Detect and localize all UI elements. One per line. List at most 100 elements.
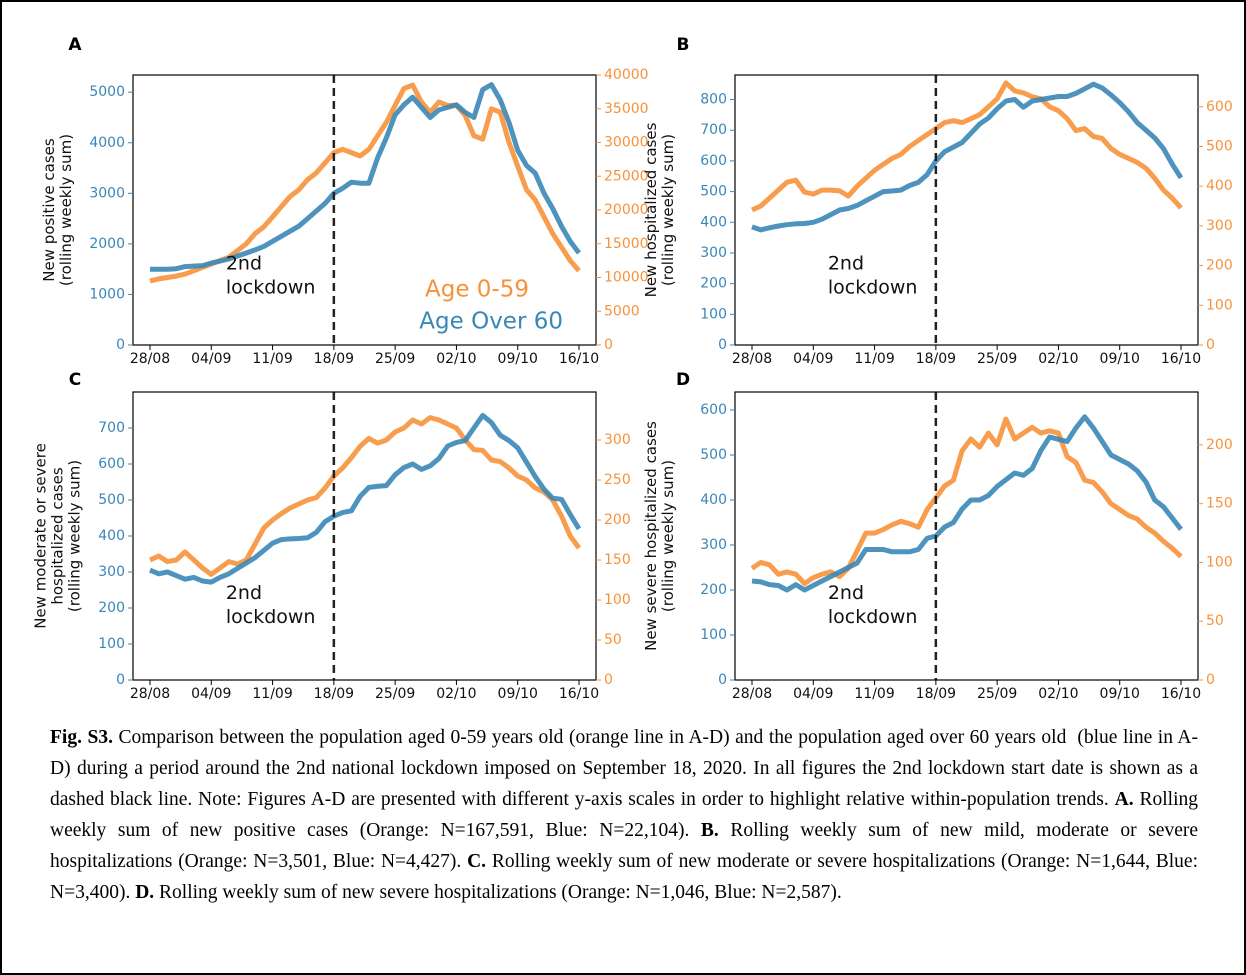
y-tick-label: 100 [98,636,125,652]
caption-text: Rolling weekly sum of new moderate or se… [50,851,1203,903]
y-tick-label: 600 [700,153,727,169]
y-tick-label: 1000 [89,286,125,302]
x-tick-label: 04/09 [191,686,231,702]
y-tick-label: 0 [116,672,125,688]
y-tick-label: 500 [700,184,727,200]
annotation: lockdown [828,606,918,628]
y2-tick-label: 10000 [604,270,649,286]
annotation: 2nd [828,582,864,604]
y-axis-label: New moderate or severe [32,443,50,629]
caption-text: A. [1114,789,1134,810]
x-tick-label: 25/09 [375,686,415,702]
x-tick-label: 18/09 [916,686,956,702]
y-tick-label: 200 [700,276,727,292]
y-tick-label: 300 [98,564,125,580]
y2-tick-label: 300 [1206,218,1233,234]
y-tick-label: 3000 [89,185,125,201]
y-tick-label: 500 [98,492,125,508]
caption-text: Fig. S3. [50,727,113,748]
y2-tick-label: 0 [604,337,613,353]
series-line [148,415,582,577]
y-axis-label: New positive cases [40,138,58,282]
annotation: 2nd [828,253,864,275]
y2-tick-label: 500 [1206,138,1233,154]
y2-tick-label: 400 [1206,178,1233,194]
y2-tick-label: 300 [604,432,631,448]
y2-tick-label: 0 [604,672,613,688]
y-axis-label: hospitalized cases [49,467,67,604]
y2-tick-label: 15000 [604,236,649,252]
y2-tick-label: 40000 [604,67,649,83]
x-tick-label: 02/10 [1038,686,1078,702]
x-tick-label: 18/09 [916,351,956,367]
y-tick-label: 700 [98,420,125,436]
y2-tick-label: 100 [1206,554,1233,570]
y2-tick-label: 50 [1206,613,1224,629]
y2-tick-label: 0 [1206,337,1215,353]
y-tick-label: 0 [116,337,125,353]
caption-text: Rolling weekly sum of new mild, moderate… [50,820,1203,872]
plot-frame [132,74,597,346]
y-tick-label: 2000 [89,236,125,252]
x-tick-label: 18/09 [314,351,354,367]
y2-tick-label: 100 [1206,297,1233,313]
y2-tick-label: 0 [1206,672,1215,688]
panel-label: A [68,35,82,55]
y2-tick-label: 30000 [604,135,649,151]
y-tick-label: 400 [700,214,727,230]
y2-tick-label: 150 [1206,496,1233,512]
annotation: lockdown [226,606,316,628]
x-tick-label: 09/10 [1100,351,1140,367]
panel-label: C [69,370,81,390]
x-tick-label: 02/10 [436,686,476,702]
y2-tick-label: 25000 [604,168,649,184]
series-line [751,81,1184,233]
series-line [150,82,581,272]
x-tick-label: 25/09 [375,351,415,367]
y-tick-label: 100 [700,627,727,643]
panel-label: D [676,370,690,390]
x-tick-label: 28/08 [732,686,772,702]
caption-text: B. [700,820,719,841]
y-axis-label: New severe hospitalized cases [642,421,660,651]
x-tick-label: 16/10 [559,351,599,367]
y-tick-label: 300 [700,537,727,553]
caption-text: Rolling weekly sum of new severe hospita… [154,882,842,903]
y2-tick-label: 50 [604,632,622,648]
y2-tick-label: 5000 [604,303,640,319]
x-tick-label: 11/09 [252,686,292,702]
x-tick-label: 09/10 [498,686,538,702]
y-tick-label: 700 [700,122,727,138]
y2-tick-label: 150 [604,552,631,568]
y-tick-label: 0 [718,337,727,353]
y-tick-label: 400 [700,492,727,508]
caption: Fig. S3. Comparison between the populati… [50,722,1198,908]
y-axis-label: (rolling weekly sum) [659,460,677,612]
y-tick-label: 100 [700,306,727,322]
y2-tick-label: 600 [1206,99,1233,115]
x-tick-label: 11/09 [854,351,894,367]
x-tick-label: 25/09 [977,351,1017,367]
x-tick-label: 09/10 [498,351,538,367]
x-tick-label: 16/10 [1161,351,1201,367]
x-tick-label: 11/09 [854,686,894,702]
x-tick-label: 04/09 [191,351,231,367]
y-tick-label: 800 [700,92,727,108]
y-tick-label: 600 [700,402,727,418]
x-tick-label: 02/10 [436,351,476,367]
series-line [750,80,1183,213]
y2-tick-label: 200 [1206,258,1233,274]
caption-text: Comparison between the population aged 0… [50,727,1203,810]
y-tick-label: 400 [98,528,125,544]
caption-text: D. [135,882,155,903]
x-tick-label: 28/08 [130,686,170,702]
y-tick-label: 500 [700,447,727,463]
y-axis-label: New hospitalized cases [642,122,660,297]
plot-frame [132,391,597,681]
y2-tick-label: 35000 [604,101,649,117]
y-tick-label: 300 [700,245,727,261]
caption-text: C. [467,851,487,872]
